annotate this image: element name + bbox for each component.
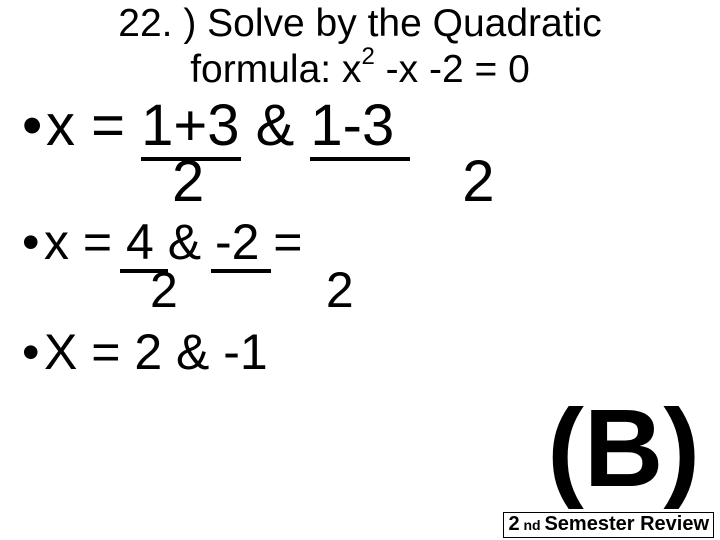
step1-amp: & — [240, 93, 311, 158]
step1-denoms: 22 — [22, 153, 720, 211]
title-line2-prefix: formula: x — [190, 48, 361, 91]
fraction-rule-icon — [310, 157, 410, 161]
step1-num2: 1-3 — [310, 93, 394, 158]
step2-num2: -2 — [215, 214, 259, 270]
step2-denom2: 2 — [326, 262, 354, 318]
step1-denom2: 2 — [462, 149, 494, 214]
step3-line: •X = 2 & -1 — [22, 327, 720, 377]
step2-num1: 4 — [126, 214, 154, 270]
step1-line: •x = 1+3 & 1-3 — [22, 97, 720, 155]
step3-text: X = 2 & -1 — [44, 324, 268, 380]
step1-num1: 1+3 — [141, 93, 239, 158]
bullet-icon: • — [22, 327, 44, 377]
answer-badge: (B) — [547, 394, 700, 504]
footer-badge: 2 nd Semester Review — [503, 512, 714, 538]
step2-line: •x = 4 & -2 = — [22, 217, 720, 267]
step2-prefix: x = — [44, 214, 126, 270]
slide-title: 22. ) Solve by the Quadratic formula: x2… — [0, 0, 720, 93]
fraction-rule-icon — [211, 269, 271, 273]
bullet-icon: • — [22, 97, 46, 155]
fraction-rule-icon — [120, 269, 168, 273]
footer-ordinal: nd — [520, 517, 545, 533]
step1-prefix: x = — [46, 93, 141, 158]
title-line1: 22. ) Solve by the Quadratic — [118, 2, 601, 45]
step2-suffix: = — [259, 214, 302, 270]
footer-rest: Semester Review — [544, 513, 709, 535]
bullet-icon: • — [22, 217, 44, 267]
footer-num: 2 — [508, 513, 519, 535]
fraction-rule-icon — [141, 157, 241, 161]
title-superscript: 2 — [361, 43, 374, 70]
title-line2-suffix: -x -2 = 0 — [375, 48, 530, 91]
slide-content: •x = 1+3 & 1-3 22 •x = 4 & -2 = 22 •X = … — [0, 93, 720, 377]
